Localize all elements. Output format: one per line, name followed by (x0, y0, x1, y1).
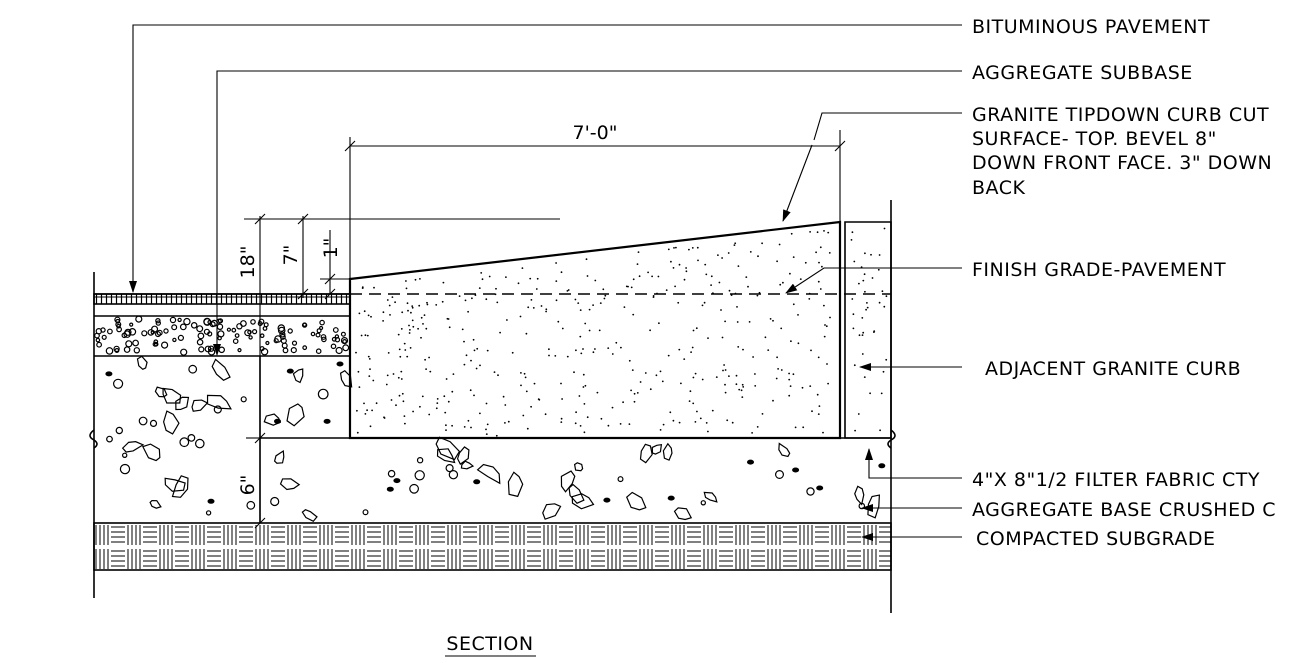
curb-stipple (355, 227, 888, 437)
aggregate-base-stones (105, 355, 886, 523)
bituminous-pavement-layer (93, 293, 351, 305)
label-compacted-subgrade: COMPACTED SUBGRADE (976, 528, 1216, 550)
caption: SECTION (445, 633, 536, 657)
dim-1in-label: 1" (320, 238, 342, 259)
label-granite-curb-cut-2: SURFACE- TOP. BEVEL 8" (972, 128, 1217, 150)
compacted-subgrade-layer (93, 522, 892, 571)
dim-width-label: 7'-0" (573, 122, 618, 144)
callout-labels: BITUMINOUS PAVEMENT AGGREGATE SUBBASE GR… (972, 16, 1276, 550)
dimension-verticals: 18" 7" 1" 6" (237, 213, 560, 529)
label-aggregate-subbase: AGGREGATE SUBBASE (972, 62, 1193, 84)
label-granite-curb-cut-1: GRANITE TIPDOWN CURB CUT (972, 104, 1269, 126)
label-finish-grade: FINISH GRADE-PAVEMENT (972, 259, 1226, 281)
aggregate-subbase-layer (94, 315, 350, 357)
label-bituminous-pavement: BITUMINOUS PAVEMENT (972, 16, 1210, 38)
label-filter-fabric: 4"X 8"1/2 FILTER FABRIC CTY (972, 469, 1260, 491)
label-granite-curb-cut-3: DOWN FRONT FACE. 3" DOWN (972, 152, 1272, 174)
dimension-7ft: 7'-0" (344, 122, 846, 279)
dim-6in-label: 6" (237, 475, 259, 496)
label-granite-curb-cut-4: BACK (972, 177, 1025, 199)
section-outline (89, 200, 896, 613)
label-adjacent-curb: ADJACENT GRANITE CURB (985, 358, 1241, 380)
leader-lines (129, 24, 962, 541)
dim-18in-label: 18" (237, 246, 259, 279)
dim-7in-label: 7" (280, 245, 302, 266)
caption-section: SECTION (446, 633, 533, 655)
label-aggregate-base: AGGREGATE BASE CRUSHED C (972, 499, 1276, 521)
